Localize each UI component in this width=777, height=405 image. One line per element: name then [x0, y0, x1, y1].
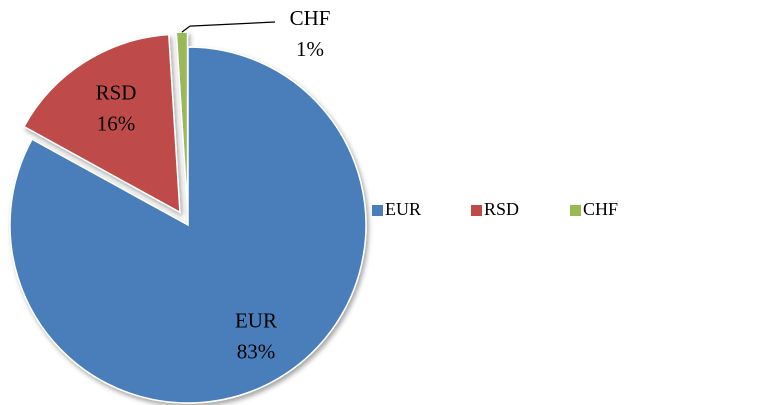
legend-label: CHF — [583, 199, 618, 219]
legend-swatch — [471, 205, 482, 216]
slice-value: 1% — [296, 37, 324, 61]
legend-swatch — [570, 205, 581, 216]
slice-label: CHF — [290, 6, 331, 30]
legend-label: EUR — [385, 199, 421, 219]
legend-label: RSD — [484, 199, 519, 219]
pie — [9, 31, 367, 404]
pie-slice — [9, 46, 367, 404]
legend-swatch — [372, 205, 383, 216]
slice-label: RSD — [96, 80, 137, 104]
leader-line — [181, 21, 276, 33]
slice-value: 83% — [237, 340, 276, 364]
slice-value: 16% — [97, 111, 136, 135]
legend: EUR RSD CHF — [372, 199, 618, 219]
slice-label: EUR — [235, 309, 277, 333]
labels: EUR 83% RSD 16% CHF 1% — [96, 6, 331, 364]
pie-slice — [22, 33, 181, 214]
